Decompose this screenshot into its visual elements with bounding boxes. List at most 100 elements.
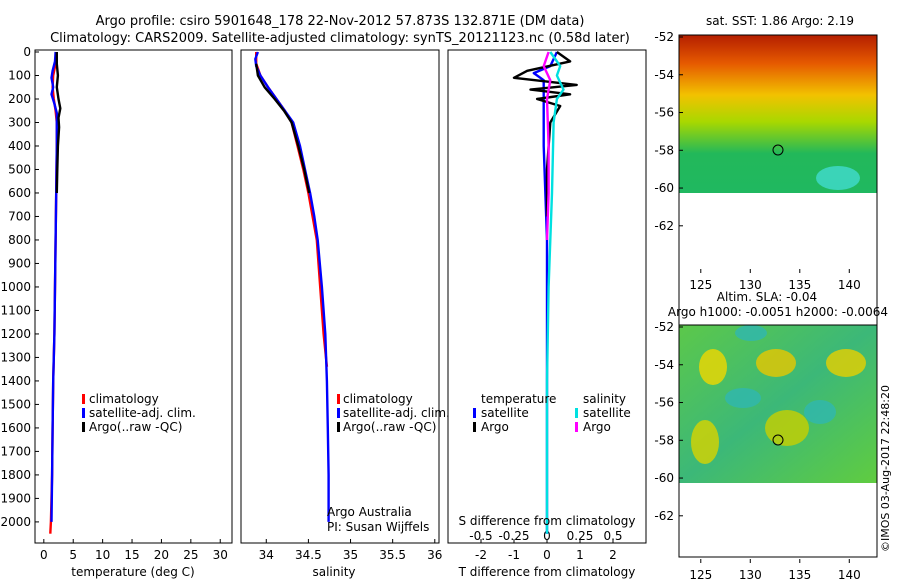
lon-tick-label: 130 bbox=[739, 568, 762, 580]
x-tick-label: 34 bbox=[259, 548, 274, 562]
legend-label-argo: Argo(..raw -QC) bbox=[343, 420, 436, 434]
sst-map-axes: -52 -54 -56 -58 -60 -62 125 130 135 140 bbox=[654, 30, 860, 292]
sst-cold-patch bbox=[816, 166, 860, 190]
x-tick-label: 5 bbox=[69, 548, 77, 562]
legend-label-argo: Argo(..raw -QC) bbox=[89, 420, 182, 434]
lon-tick-label: 140 bbox=[838, 278, 861, 292]
legend-title-salinity: salinity bbox=[583, 392, 626, 406]
depth-tick-label: 1600 bbox=[0, 421, 31, 435]
lon-tick-label: 130 bbox=[739, 278, 762, 292]
series-line-satellite-adj-clim- bbox=[50, 51, 58, 522]
depth-axis: 0 100 200 300 400 500 600 700 800 900 1000 1100 1200… bbox=[0, 45, 39, 529]
sla-argo-marker bbox=[772, 434, 784, 446]
depth-tick-label: 1400 bbox=[0, 374, 31, 388]
depth-tick-label: 2000 bbox=[0, 515, 31, 529]
temperature-series bbox=[49, 51, 62, 534]
argo-australia-note: Argo Australia bbox=[327, 505, 412, 519]
s-tick-label: -0.25 bbox=[498, 529, 529, 543]
lat-tick-label: -54 bbox=[654, 358, 674, 372]
x-tick-label: 15 bbox=[124, 548, 139, 562]
lat-tick-label: -60 bbox=[654, 471, 674, 485]
legend-swatch-climatology bbox=[337, 394, 340, 404]
temperature-plot-frame bbox=[34, 49, 233, 544]
legend-label-s-argo: Argo bbox=[583, 420, 611, 434]
depth-tick-label: 500 bbox=[8, 162, 31, 176]
depth-tick-label: 400 bbox=[8, 139, 31, 153]
sla-map-frame bbox=[678, 324, 878, 558]
legend-swatch-satellite bbox=[82, 408, 85, 418]
depth-tick-label: 0 bbox=[23, 45, 31, 59]
depth-tick-label: 1700 bbox=[0, 444, 31, 458]
series-line-temperature-argo bbox=[512, 51, 578, 217]
lon-tick-label: 125 bbox=[689, 278, 712, 292]
lat-tick-label: -58 bbox=[654, 433, 674, 447]
legend-swatch-satellite bbox=[337, 408, 340, 418]
lat-tick-label: -56 bbox=[654, 396, 674, 410]
legend-swatch-argo bbox=[337, 422, 340, 432]
legend-swatch-t-argo bbox=[473, 422, 476, 432]
legend-title-temperature: temperature bbox=[481, 392, 556, 406]
depth-tick-label: 1300 bbox=[0, 350, 31, 364]
difference-panel: -2 -1 0 1 2 -0.5 -0.25 0 0.25 0.5 S difference fr… bbox=[447, 49, 647, 579]
depth-tick-label: 1100 bbox=[0, 303, 31, 317]
sla-map: Altim. SLA: -0.04 Argo h1000: -0.0051 h2… bbox=[654, 290, 888, 580]
series-line-argo-raw-qc- bbox=[55, 52, 62, 194]
lon-tick-label: 135 bbox=[788, 278, 811, 292]
temperature-panel: 0100200300400500600700800900100011001200… bbox=[0, 45, 233, 579]
lat-tick-label: -56 bbox=[654, 106, 674, 120]
depth-tick-label: 200 bbox=[8, 92, 31, 106]
t-difference-label: T difference from climatology bbox=[458, 565, 636, 579]
temperature-x-label: temperature (deg C) bbox=[71, 565, 194, 579]
legend-label-climatology: climatology bbox=[343, 392, 413, 406]
legend-swatch-t-satellite bbox=[473, 408, 476, 418]
pi-note: PI: Susan Wijffels bbox=[327, 520, 429, 534]
x-tick-label: 25 bbox=[183, 548, 198, 562]
s-tick-label: 0.5 bbox=[603, 529, 622, 543]
depth-tick-label: 800 bbox=[8, 233, 31, 247]
x-tick-label: 1 bbox=[576, 548, 584, 562]
legend-swatch-s-satellite bbox=[575, 408, 578, 418]
salinity-plot-frame bbox=[240, 49, 440, 544]
legend-swatch-climatology bbox=[82, 394, 85, 404]
lon-tick-label: 135 bbox=[788, 568, 811, 580]
difference-x-axis: -2 -1 0 1 2 -0.5 -0.25 0 0.25 0.5 bbox=[469, 529, 622, 562]
salinity-legend: climatology satellite-adj. clim. Argo(..… bbox=[337, 392, 450, 434]
s-tick-label: 0 bbox=[543, 529, 551, 543]
series-line-salinity-argo bbox=[542, 51, 552, 241]
lat-tick-label: -60 bbox=[654, 181, 674, 195]
depth-tick-label: 900 bbox=[8, 256, 31, 270]
depth-tick-label: 1000 bbox=[0, 280, 31, 294]
figure-title-line1: Argo profile: csiro 5901648_178 22-Nov-2… bbox=[96, 14, 585, 29]
legend-swatch-s-argo bbox=[575, 422, 578, 432]
salinity-x-axis: 34 34.5 35 35.5 36 bbox=[259, 539, 442, 562]
sst-map-title: sat. SST: 1.86 Argo: 2.19 bbox=[706, 14, 854, 28]
sla-map-subtitle: Argo h1000: -0.0051 h2000: -0.0064 bbox=[668, 305, 888, 319]
x-tick-label: 36 bbox=[427, 548, 442, 562]
lat-tick-label: -58 bbox=[654, 143, 674, 157]
x-tick-label: 2 bbox=[609, 548, 617, 562]
legend-swatch-argo bbox=[82, 422, 85, 432]
x-tick-label: -2 bbox=[475, 548, 487, 562]
difference-legend: temperature salinity satellite Argo sate… bbox=[473, 392, 631, 434]
sla-map-axes: -52 -54 -56 -58 -60 -62 125 130 135 140 bbox=[654, 320, 860, 580]
series-line-argo-raw-qc- bbox=[255, 63, 311, 194]
figure-title-line2: Climatology: CARS2009. Satellite-adjuste… bbox=[50, 31, 630, 46]
salinity-panel: 34 34.5 35 35.5 36 salinity climatology sate… bbox=[240, 49, 450, 579]
lat-tick-label: -52 bbox=[654, 320, 674, 334]
legend-label-s-satellite: satellite bbox=[583, 406, 631, 420]
temperature-legend: climatology satellite-adj. clim. Argo(..… bbox=[82, 392, 196, 434]
legend-label-t-argo: Argo bbox=[481, 420, 509, 434]
lat-tick-label: -62 bbox=[654, 219, 674, 233]
x-tick-label: 34.5 bbox=[295, 548, 322, 562]
lat-tick-label: -52 bbox=[654, 30, 674, 44]
x-tick-label: 0 bbox=[543, 548, 551, 562]
s-tick-label: 0.25 bbox=[567, 529, 594, 543]
x-tick-label: 20 bbox=[154, 548, 169, 562]
difference-series bbox=[512, 51, 578, 534]
x-tick-label: 35 bbox=[343, 548, 358, 562]
x-tick-label: 35.5 bbox=[379, 548, 406, 562]
x-tick-label: 30 bbox=[213, 548, 228, 562]
lon-tick-label: 125 bbox=[689, 568, 712, 580]
imos-credit: ©IMOS 03-Aug-2017 22:48:20 bbox=[879, 385, 892, 552]
